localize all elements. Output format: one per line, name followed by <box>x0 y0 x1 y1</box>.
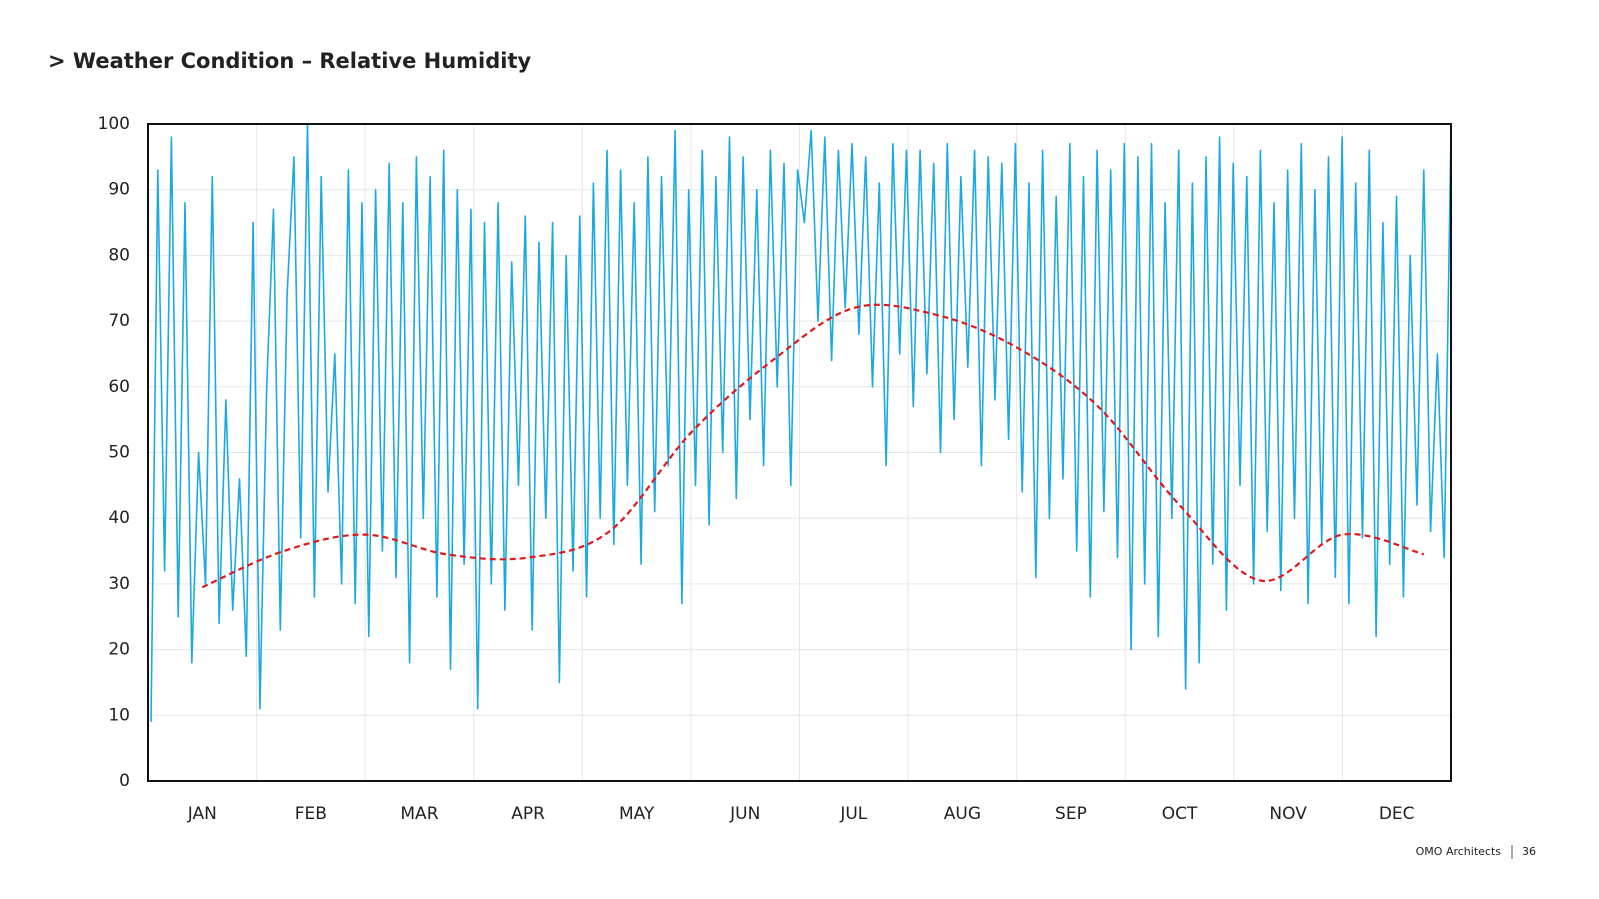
y-tick-label: 50 <box>108 443 130 463</box>
footer-company: OMO Architects <box>1416 845 1502 858</box>
y-tick-label: 90 <box>108 180 130 200</box>
x-tick-label: MAR <box>400 804 438 824</box>
y-tick-label: 60 <box>108 377 130 397</box>
y-tick-label: 40 <box>108 508 130 528</box>
x-tick-label: APR <box>511 804 545 824</box>
y-tick-label: 30 <box>108 574 130 594</box>
x-tick-label: JUN <box>729 804 760 824</box>
humidity-line <box>150 123 1452 722</box>
x-tick-label: DEC <box>1379 804 1415 824</box>
y-tick-label: 20 <box>108 640 130 660</box>
page-title: > Weather Condition – Relative Humidity <box>48 49 532 73</box>
x-tick-label: SEP <box>1055 804 1087 824</box>
plot-frame <box>147 123 1452 782</box>
y-tick-label: 100 <box>98 114 130 134</box>
trend-line <box>201 303 1425 589</box>
y-tick-label: 70 <box>108 311 130 331</box>
x-tick-label: JUL <box>839 804 867 824</box>
x-tick-label: MAY <box>619 804 655 824</box>
y-tick-label: 0 <box>119 771 130 791</box>
x-tick-label: AUG <box>944 804 981 824</box>
x-tick-label: FEB <box>295 804 327 824</box>
x-tick-label: NOV <box>1269 804 1307 824</box>
x-tick-label: JAN <box>187 804 217 824</box>
y-tick-label: 10 <box>108 705 130 725</box>
footer-page: 36 <box>1522 845 1536 858</box>
y-tick-label: 80 <box>108 245 130 265</box>
x-tick-label: OCT <box>1162 804 1198 824</box>
